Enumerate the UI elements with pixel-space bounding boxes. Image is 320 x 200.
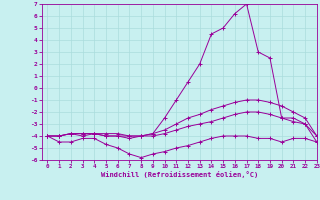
- X-axis label: Windchill (Refroidissement éolien,°C): Windchill (Refroidissement éolien,°C): [100, 171, 258, 178]
